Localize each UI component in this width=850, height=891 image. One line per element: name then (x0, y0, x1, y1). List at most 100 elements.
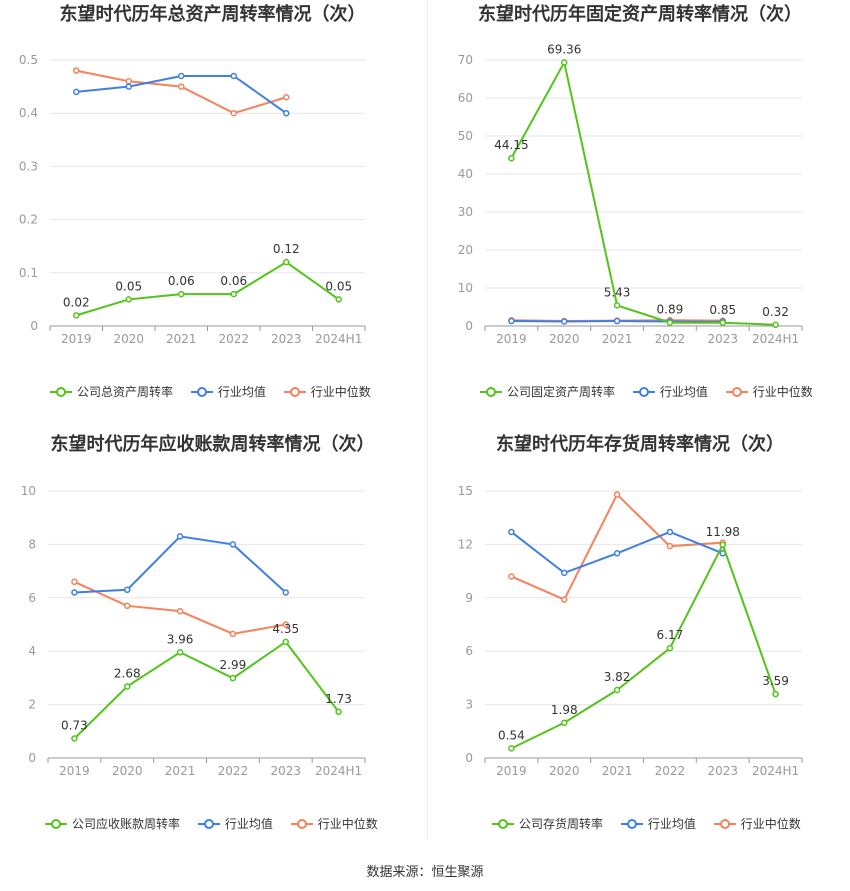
legend-label: 公司总资产周转率 (77, 385, 174, 399)
legend-item-avg[interactable]: 行业均值 (190, 383, 266, 400)
series-line-median (74, 580, 286, 635)
data-label: 0.54 (498, 728, 525, 742)
chart-legend: 公司固定资产周转率 行业均值 行业中位数 (480, 383, 827, 400)
data-point-avg (613, 317, 621, 325)
x-tick-label: 2022 (218, 332, 249, 346)
chart-panel-receivables-turnover: 东望时代历年应收账款周转率情况（次） 0 2 4 6 8 10 2019 2020 2021 20… (0, 430, 425, 840)
chart-legend: 公司应收账款周转率 行业均值 行业中位数 (45, 815, 392, 832)
series-line-company (510, 59, 776, 326)
legend-item-median[interactable]: 行业中位数 (725, 383, 813, 400)
data-point-company (335, 708, 342, 716)
data-label: 0.06 (168, 274, 195, 288)
y-tick-label: 0 (465, 751, 473, 765)
legend-item-median[interactable]: 行业中位数 (713, 815, 801, 832)
legend-label: 行业均值 (647, 817, 696, 831)
data-point-company (719, 541, 726, 549)
x-tick-label: 2022 (218, 764, 249, 778)
data-label: 2.99 (220, 658, 247, 672)
data-point-company (178, 290, 185, 298)
y-tick-label: 6 (28, 591, 36, 605)
data-point-company (561, 59, 568, 66)
data-point-company (719, 319, 726, 327)
x-tick-label: 2024H1 (752, 764, 799, 778)
chart-title: 东望时代历年总资产周转率情况（次） (59, 4, 366, 25)
legend-item-company[interactable]: 公司固定资产周转率 (480, 383, 615, 400)
data-label: 3.59 (762, 674, 789, 688)
series-line-company (510, 542, 777, 750)
y-tick-label: 50 (458, 129, 473, 143)
data-point-company (124, 683, 131, 690)
series-line-median (511, 492, 723, 601)
data-point-median (613, 491, 621, 498)
legend-item-avg[interactable]: 行业均值 (620, 815, 696, 832)
data-point-avg (613, 550, 621, 557)
data-point-company (335, 296, 342, 303)
y-tick-label: 20 (458, 243, 473, 257)
data-point-avg (230, 72, 237, 80)
y-tick-label: 0 (30, 319, 38, 333)
legend-item-avg[interactable]: 行业均值 (197, 815, 273, 832)
data-point-company (71, 735, 78, 742)
chart-legend: 公司存货周转率 行业均值 行业中位数 (492, 815, 815, 832)
data-point-median (124, 602, 131, 610)
x-tick-label: 2019 (59, 764, 90, 778)
legend-label: 行业均值 (217, 385, 266, 399)
data-label: 0.02 (63, 295, 90, 309)
series-line-company (75, 260, 340, 317)
data-point-avg (124, 586, 131, 594)
legend-item-company[interactable]: 公司应收账款周转率 (45, 815, 180, 832)
data-label: 0.05 (325, 279, 352, 293)
legend-label: 行业中位数 (752, 385, 813, 399)
x-tick-label: 2021 (602, 764, 633, 778)
y-tick-label: 0.3 (19, 159, 38, 173)
data-point-company (772, 690, 779, 698)
x-tick-label: 2023 (270, 764, 301, 778)
data-point-company (176, 649, 184, 656)
legend-item-company[interactable]: 公司总资产周转率 (50, 383, 173, 400)
chart-svg: 0 2 4 6 8 10 2019 2020 2021 2022 2023 2024H1 0.73 2.6… (21, 484, 366, 778)
data-point-avg (561, 569, 568, 577)
data-label: 0.05 (115, 279, 142, 293)
series-line-company (73, 640, 340, 740)
y-tick-label: 30 (458, 205, 473, 219)
data-point-avg (73, 88, 80, 96)
x-tick-label: 2021 (602, 332, 633, 346)
data-point-avg (508, 528, 515, 536)
data-label: 3.82 (604, 670, 631, 684)
chart-title: 东望时代历年应收账款周转率情况（次） (50, 434, 375, 455)
data-label: 0.32 (762, 305, 789, 319)
legend-label: 行业均值 (659, 385, 708, 399)
y-tick-label: 2 (28, 698, 36, 712)
chart-legend: 公司总资产周转率 行业均值 行业中位数 (50, 383, 385, 400)
x-tick-label: 2021 (165, 764, 196, 778)
x-tick-label: 2020 (549, 332, 580, 346)
data-point-company (229, 674, 237, 682)
y-tick-label: 0 (465, 319, 473, 333)
x-tick-label: 2024H1 (752, 332, 799, 346)
x-tick-label: 2020 (112, 764, 143, 778)
legend-label: 公司固定资产周转率 (507, 385, 616, 399)
chart-panel-fixed-asset-turnover: 东望时代历年固定资产周转率情况（次） 0 10 20 30 40 50 60 70 2019 20… (430, 0, 850, 410)
x-tick-label: 2022 (655, 332, 686, 346)
data-point-company (508, 745, 515, 752)
legend-label: 行业中位数 (310, 385, 371, 399)
data-point-median (282, 621, 289, 628)
legend-item-median[interactable]: 行业中位数 (283, 383, 371, 400)
data-label: 0.12 (273, 242, 300, 256)
y-tick-label: 15 (458, 484, 473, 498)
legend-item-avg[interactable]: 行业均值 (632, 383, 708, 400)
y-tick-label: 10 (458, 281, 473, 295)
legend-label: 公司应收账款周转率 (72, 817, 181, 831)
data-point-company (561, 719, 568, 727)
legend-item-company[interactable]: 公司存货周转率 (492, 815, 603, 832)
data-point-company (613, 686, 621, 694)
y-tick-label: 0.5 (19, 53, 38, 67)
data-label: 3.96 (167, 632, 194, 646)
x-tick-label: 2022 (655, 764, 686, 778)
x-tick-label: 2020 (113, 332, 144, 346)
data-label: 6.17 (657, 628, 684, 642)
legend-item-median[interactable]: 行业中位数 (290, 815, 378, 832)
legend-label: 行业中位数 (740, 817, 801, 831)
y-tick-label: 0.1 (19, 266, 38, 280)
x-tick-label: 2021 (166, 332, 197, 346)
